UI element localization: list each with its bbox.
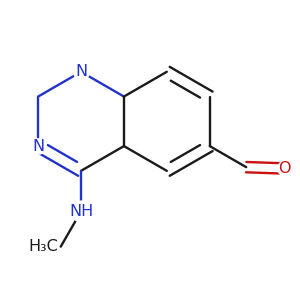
Text: N: N [75,64,87,79]
Text: NH: NH [69,204,93,219]
Text: O: O [279,161,291,176]
Text: H₃C: H₃C [28,239,58,254]
Text: N: N [32,139,44,154]
